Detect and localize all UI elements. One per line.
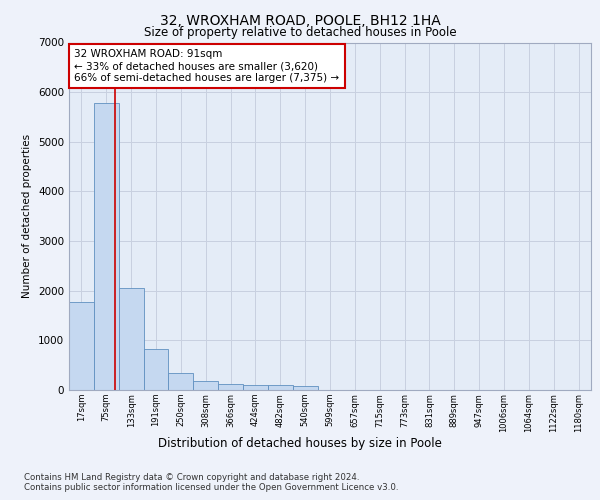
Bar bbox=[169, 373, 193, 390]
Text: Contains public sector information licensed under the Open Government Licence v3: Contains public sector information licen… bbox=[24, 484, 398, 492]
Bar bbox=[69, 302, 94, 390]
Text: 32 WROXHAM ROAD: 91sqm
← 33% of detached houses are smaller (3,620)
66% of semi-: 32 WROXHAM ROAD: 91sqm ← 33% of detached… bbox=[74, 50, 340, 82]
Bar bbox=[268, 384, 293, 390]
Bar bbox=[119, 288, 143, 390]
Bar bbox=[243, 384, 268, 390]
Y-axis label: Number of detached properties: Number of detached properties bbox=[22, 134, 32, 298]
Bar bbox=[94, 103, 119, 390]
Text: Size of property relative to detached houses in Poole: Size of property relative to detached ho… bbox=[143, 26, 457, 39]
Bar bbox=[293, 386, 317, 390]
Text: Contains HM Land Registry data © Crown copyright and database right 2024.: Contains HM Land Registry data © Crown c… bbox=[24, 472, 359, 482]
Bar bbox=[218, 384, 243, 390]
Text: Distribution of detached houses by size in Poole: Distribution of detached houses by size … bbox=[158, 438, 442, 450]
Bar bbox=[143, 350, 169, 390]
Bar bbox=[193, 380, 218, 390]
Text: 32, WROXHAM ROAD, POOLE, BH12 1HA: 32, WROXHAM ROAD, POOLE, BH12 1HA bbox=[160, 14, 440, 28]
